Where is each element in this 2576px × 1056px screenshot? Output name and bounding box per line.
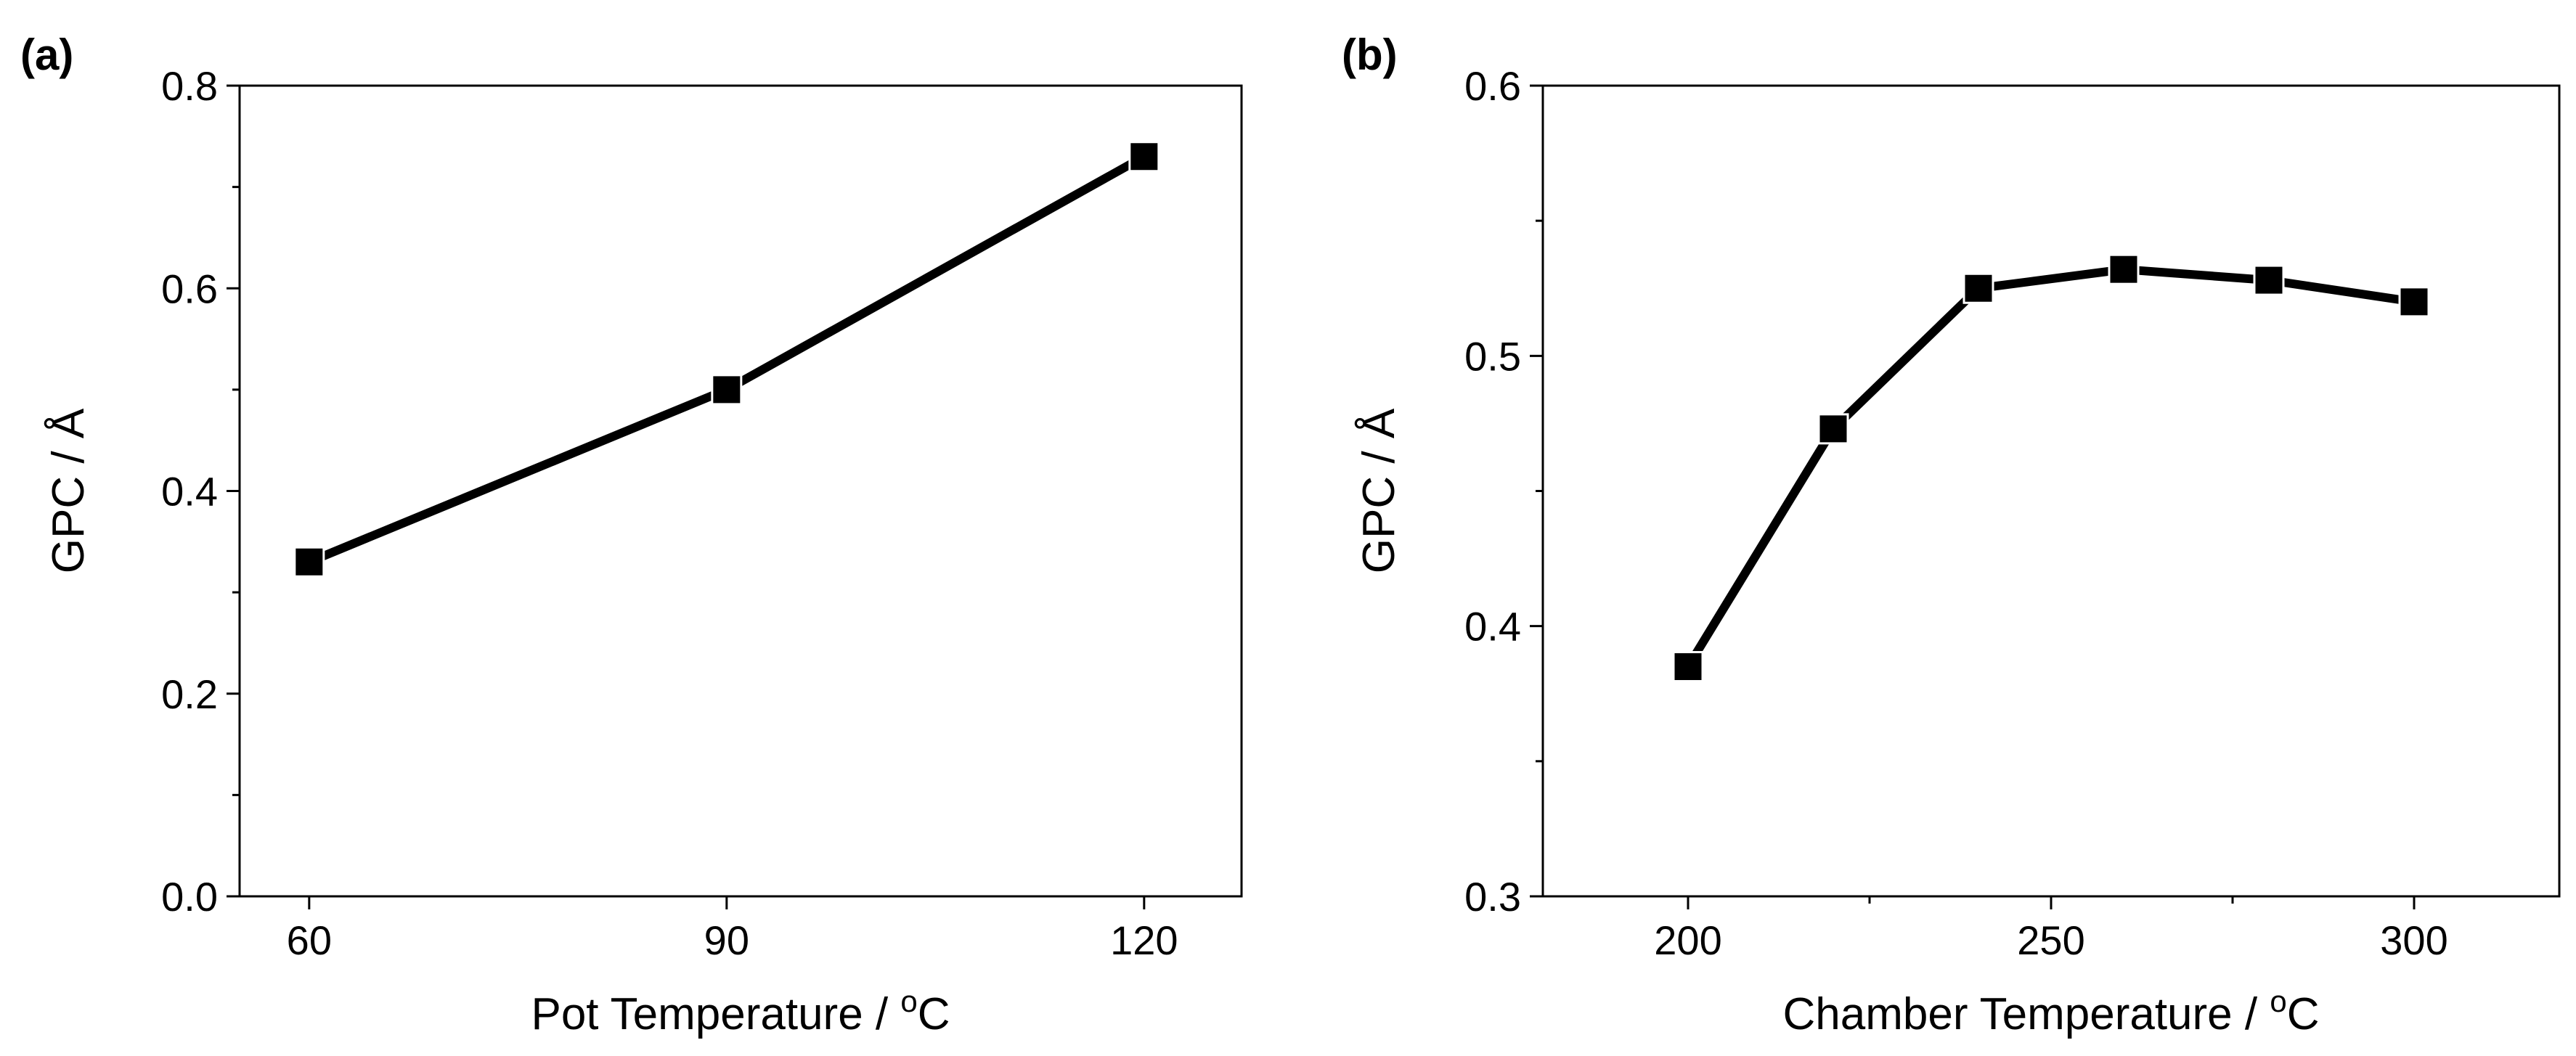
y-tick-label: 0.2 (161, 671, 218, 717)
series-line (1684, 265, 2415, 669)
x-tick-label: 250 (2017, 917, 2084, 963)
panel-b-chart: (b) 0.3 0.4 0.5 0.6 200 250 300 Chamber Temperat… (1342, 30, 2561, 1039)
data-point (1817, 413, 1849, 445)
x-axis-label: Pot Temperature / oC (531, 984, 950, 1039)
y-tick-label: 0.6 (1464, 63, 1521, 109)
y-tick-label: 0.4 (1464, 604, 1521, 650)
data-point (2108, 253, 2140, 285)
y-tick-label: 0.8 (161, 63, 218, 109)
data-point (2398, 286, 2430, 318)
x-tick-label: 300 (2380, 917, 2447, 963)
x-tick-label: 200 (1654, 917, 1721, 963)
y-tick-label: 0.5 (1464, 333, 1521, 379)
x-axis-label: Chamber Temperature / oC (1783, 984, 2320, 1039)
data-point (2253, 264, 2285, 296)
x-tick-label: 90 (704, 917, 749, 963)
x-tick-label: 120 (1110, 917, 1178, 963)
y-tick-label: 0.4 (161, 469, 218, 515)
y-tick-label: 0.6 (161, 266, 218, 311)
y-tick-label: 0.0 (161, 874, 218, 920)
series-line (307, 152, 1146, 566)
plot-frame (1541, 84, 2561, 898)
data-point (1962, 272, 1994, 304)
panel-label: (a) (20, 30, 73, 79)
x-tick-label: 60 (287, 917, 332, 963)
panel-a-chart: (a) 0.0 0.2 0.4 0.6 0.8 60 90 120 Pot Temperature… (20, 30, 1243, 1039)
y-axis-label: GPC / Å (44, 408, 94, 573)
y-tick-label: 0.3 (1464, 874, 1521, 920)
data-point (293, 546, 325, 578)
data-point (711, 374, 743, 406)
data-point (1128, 141, 1160, 173)
panel-label: (b) (1342, 30, 1398, 79)
data-point (1672, 651, 1704, 683)
y-axis-label: GPC / Å (1354, 408, 1404, 573)
plot-frame (238, 84, 1243, 898)
